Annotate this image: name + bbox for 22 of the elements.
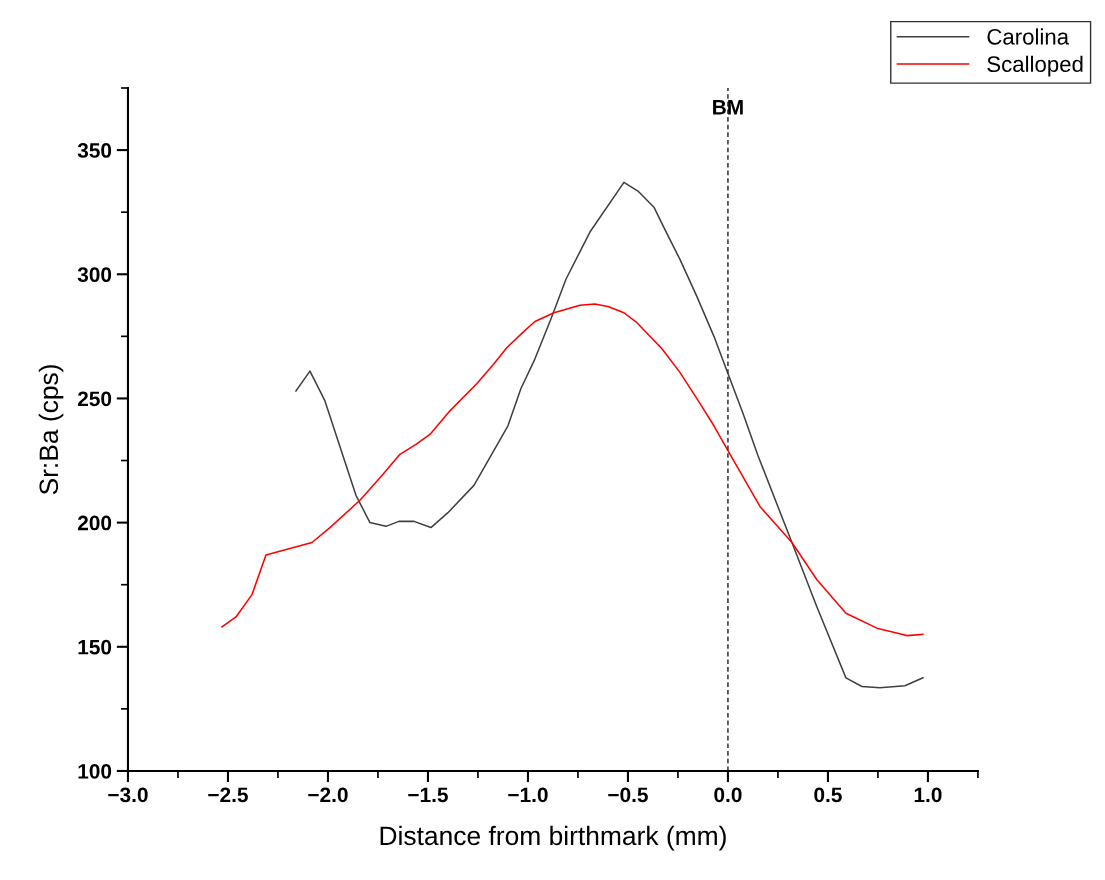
line-series: [221, 303, 924, 637]
x-tick-label: −3.0: [108, 787, 148, 803]
y-tick-label: 300: [77, 267, 112, 283]
y-axis-title: Sr:Ba (cps): [38, 365, 64, 495]
x-tick-label: 0.5: [814, 787, 842, 803]
x-tick-label: −2.5: [208, 787, 248, 803]
line-series: [295, 181, 924, 689]
ref-line-label: BM: [713, 100, 743, 115]
y-tick-label: 350: [77, 143, 112, 158]
x-tick-label: 1.0: [914, 787, 942, 803]
x-tick-label: −2.0: [308, 787, 348, 803]
x-tick-label: −1.5: [408, 787, 448, 803]
x-tick-label: 0.0: [714, 787, 742, 803]
legend-label: Scalloped: [987, 55, 1083, 77]
y-tick-label: 200: [77, 515, 112, 531]
y-tick-label: 250: [77, 391, 112, 407]
x-axis-title: Distance from birthmark (mm): [380, 825, 726, 851]
x-tick-label: −1.0: [508, 787, 548, 803]
y-tick-label: 150: [78, 639, 112, 655]
x-tick-label: −0.5: [608, 787, 648, 803]
legend-label: Carolina: [987, 28, 1070, 45]
y-tick-label: 100: [78, 763, 112, 779]
